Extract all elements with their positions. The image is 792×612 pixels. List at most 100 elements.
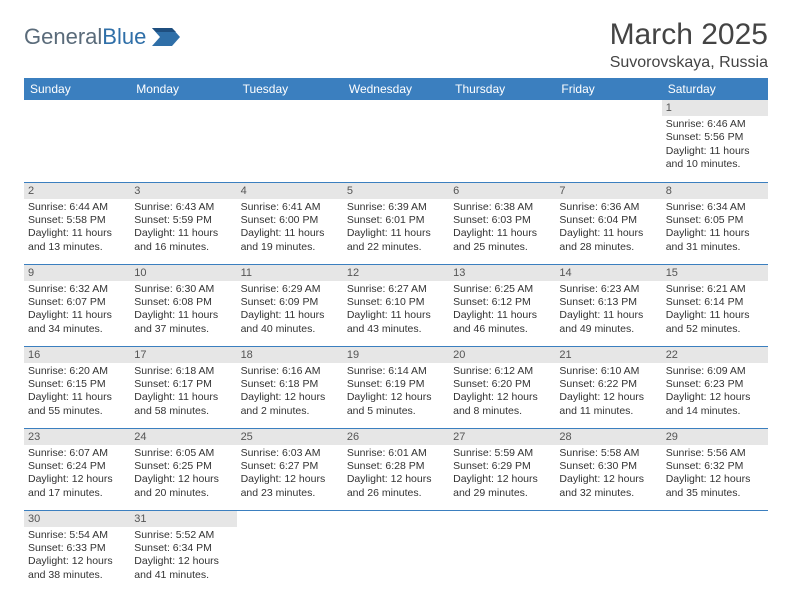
sun-info: Sunrise: 6:09 AMSunset: 6:23 PMDaylight:… <box>666 365 764 419</box>
sunrise-line: Sunrise: 6:39 AM <box>347 201 445 214</box>
sun-info: Sunrise: 6:01 AMSunset: 6:28 PMDaylight:… <box>347 447 445 501</box>
calendar-cell: 16 Sunrise: 6:20 AMSunset: 6:15 PMDayligh… <box>24 346 130 428</box>
sunrise-line: Sunrise: 6:43 AM <box>134 201 232 214</box>
day-header: Saturday <box>662 78 768 100</box>
sun-info: Sunrise: 6:10 AMSunset: 6:22 PMDaylight:… <box>559 365 657 419</box>
calendar-week: 9Sunrise: 6:32 AMSunset: 6:07 PMDaylight… <box>24 264 768 346</box>
page-header: GeneralBlue March 2025 Suvorovskaya, Rus… <box>24 18 768 72</box>
sunrise-line: Sunrise: 6:30 AM <box>134 283 232 296</box>
sun-info: Sunrise: 6:16 AMSunset: 6:18 PMDaylight:… <box>241 365 339 419</box>
day-number: 21 <box>555 347 661 363</box>
sun-info: Sunrise: 5:52 AMSunset: 6:34 PMDaylight:… <box>134 529 232 583</box>
sun-info: Sunrise: 6:32 AMSunset: 6:07 PMDaylight:… <box>28 283 126 337</box>
sunset-line: Sunset: 5:56 PM <box>666 131 764 144</box>
calendar-cell: 31Sunrise: 5:52 AMSunset: 6:34 PMDayligh… <box>130 510 236 592</box>
day-number: 7 <box>555 183 661 199</box>
daylight-line: Daylight: 11 hours and 28 minutes. <box>559 227 657 254</box>
sunrise-line: Sunrise: 6:34 AM <box>666 201 764 214</box>
calendar-cell: 22Sunrise: 6:09 AMSunset: 6:23 PMDayligh… <box>662 346 768 428</box>
day-header: Wednesday <box>343 78 449 100</box>
sun-info: Sunrise: 6:36 AMSunset: 6:04 PMDaylight:… <box>559 201 657 255</box>
sunrise-line: Sunrise: 5:58 AM <box>559 447 657 460</box>
calendar-cell: 11Sunrise: 6:29 AMSunset: 6:09 PMDayligh… <box>237 264 343 346</box>
daylight-line: Daylight: 12 hours and 20 minutes. <box>134 473 232 500</box>
day-number: 20 <box>449 347 555 363</box>
calendar-cell: 3Sunrise: 6:43 AMSunset: 5:59 PMDaylight… <box>130 182 236 264</box>
daylight-line: Daylight: 11 hours and 19 minutes. <box>241 227 339 254</box>
daylight-line: Daylight: 11 hours and 52 minutes. <box>666 309 764 336</box>
calendar-cell: 30Sunrise: 5:54 AMSunset: 6:33 PMDayligh… <box>24 510 130 592</box>
daylight-line: Daylight: 11 hours and 40 minutes. <box>241 309 339 336</box>
sunset-line: Sunset: 6:24 PM <box>28 460 126 473</box>
calendar-cell: 18Sunrise: 6:16 AMSunset: 6:18 PMDayligh… <box>237 346 343 428</box>
sunrise-line: Sunrise: 6:44 AM <box>28 201 126 214</box>
title-block: March 2025 Suvorovskaya, Russia <box>610 18 768 72</box>
sunrise-line: Sunrise: 6:09 AM <box>666 365 764 378</box>
day-number: 3 <box>130 183 236 199</box>
calendar-cell: . <box>449 510 555 592</box>
calendar-week: 2Sunrise: 6:44 AMSunset: 5:58 PMDaylight… <box>24 182 768 264</box>
sun-info: Sunrise: 6:12 AMSunset: 6:20 PMDaylight:… <box>453 365 551 419</box>
month-title: March 2025 <box>610 18 768 52</box>
daylight-line: Daylight: 11 hours and 25 minutes. <box>453 227 551 254</box>
calendar-cell: 6Sunrise: 6:38 AMSunset: 6:03 PMDaylight… <box>449 182 555 264</box>
sunset-line: Sunset: 5:58 PM <box>28 214 126 227</box>
calendar-cell: 27Sunrise: 5:59 AMSunset: 6:29 PMDayligh… <box>449 428 555 510</box>
sunset-line: Sunset: 6:10 PM <box>347 296 445 309</box>
sunrise-line: Sunrise: 6:12 AM <box>453 365 551 378</box>
sunrise-line: Sunrise: 5:54 AM <box>28 529 126 542</box>
sunset-line: Sunset: 6:00 PM <box>241 214 339 227</box>
sunrise-line: Sunrise: 6:05 AM <box>134 447 232 460</box>
sun-info: Sunrise: 6:05 AMSunset: 6:25 PMDaylight:… <box>134 447 232 501</box>
calendar-cell: . <box>662 510 768 592</box>
calendar-week: 23 Sunrise: 6:07 AMSunset: 6:24 PM Dayligh… <box>24 428 768 510</box>
sun-info: Sunrise: 5:56 AMSunset: 6:32 PMDaylight:… <box>666 447 764 501</box>
daylight-line: Daylight: 11 hours and 37 minutes. <box>134 309 232 336</box>
day-number: 11 <box>237 265 343 281</box>
daylight-line: Daylight: 12 hours and 14 minutes. <box>666 391 764 418</box>
daylight-line: Daylight: 11 hours and 22 minutes. <box>347 227 445 254</box>
sun-info: Sunrise: 6:23 AMSunset: 6:13 PMDaylight:… <box>559 283 657 337</box>
sunset-line: Sunset: 6:13 PM <box>559 296 657 309</box>
calendar-cell: 23Sunrise: 6:07 AMSunset: 6:24 PMDayligh… <box>24 428 130 510</box>
sunset-line: Sunset: 6:25 PM <box>134 460 232 473</box>
day-number: 23 <box>24 429 130 445</box>
sun-info: Sunrise: 6:34 AMSunset: 6:05 PMDaylight:… <box>666 201 764 255</box>
daylight-line: Daylight: 11 hours and 49 minutes. <box>559 309 657 336</box>
sun-info: Sunrise: 6:27 AMSunset: 6:10 PMDaylight:… <box>347 283 445 337</box>
sun-info: Sunrise: 6:20 AMSunset: 6:15 PMDaylight:… <box>28 365 126 419</box>
day-number: 30 <box>24 511 130 527</box>
sunset-line: Sunset: 6:12 PM <box>453 296 551 309</box>
day-number: 19 <box>343 347 449 363</box>
day-header: Thursday <box>449 78 555 100</box>
day-number: 16 <box>24 347 130 363</box>
sunset-line: Sunset: 6:09 PM <box>241 296 339 309</box>
location-label: Suvorovskaya, Russia <box>610 54 768 72</box>
day-number: 27 <box>449 429 555 445</box>
sun-info: Sunrise: 6:25 AMSunset: 6:12 PMDaylight:… <box>453 283 551 337</box>
sunset-line: Sunset: 6:34 PM <box>134 542 232 555</box>
sunset-line: Sunset: 6:27 PM <box>241 460 339 473</box>
sun-info: Sunrise: 6:44 AMSunset: 5:58 PMDaylight:… <box>28 201 126 255</box>
daylight-line: Daylight: 12 hours and 23 minutes. <box>241 473 339 500</box>
sunrise-line: Sunrise: 6:38 AM <box>453 201 551 214</box>
calendar-cell: 28Sunrise: 5:58 AMSunset: 6:30 PMDayligh… <box>555 428 661 510</box>
sunset-line: Sunset: 6:03 PM <box>453 214 551 227</box>
brand-logo: GeneralBlue <box>24 18 180 50</box>
sunrise-line: Sunrise: 6:25 AM <box>453 283 551 296</box>
sunrise-line: Sunrise: 6:07 AM <box>28 447 126 460</box>
sunrise-line: Sunrise: 5:52 AM <box>134 529 232 542</box>
sunset-line: Sunset: 6:17 PM <box>134 378 232 391</box>
calendar-cell: 20 Sunrise: 6:12 AMSunset: 6:20 PMDayligh… <box>449 346 555 428</box>
calendar-cell: 26Sunrise: 6:01 AMSunset: 6:28 PMDayligh… <box>343 428 449 510</box>
calendar-cell: 29Sunrise: 5:56 AMSunset: 6:32 PMDayligh… <box>662 428 768 510</box>
daylight-line: Daylight: 12 hours and 8 minutes. <box>453 391 551 418</box>
sunset-line: Sunset: 6:30 PM <box>559 460 657 473</box>
day-number: 13 <box>449 265 555 281</box>
sunset-line: Sunset: 6:08 PM <box>134 296 232 309</box>
sun-info: Sunrise: 6:21 AMSunset: 6:14 PMDaylight:… <box>666 283 764 337</box>
day-number: 17 <box>130 347 236 363</box>
sunrise-line: Sunrise: 6:10 AM <box>559 365 657 378</box>
calendar-cell: 19Sunrise: 6:14 AMSunset: 6:19 PMDayligh… <box>343 346 449 428</box>
daylight-line: Daylight: 11 hours and 55 minutes. <box>28 391 126 418</box>
